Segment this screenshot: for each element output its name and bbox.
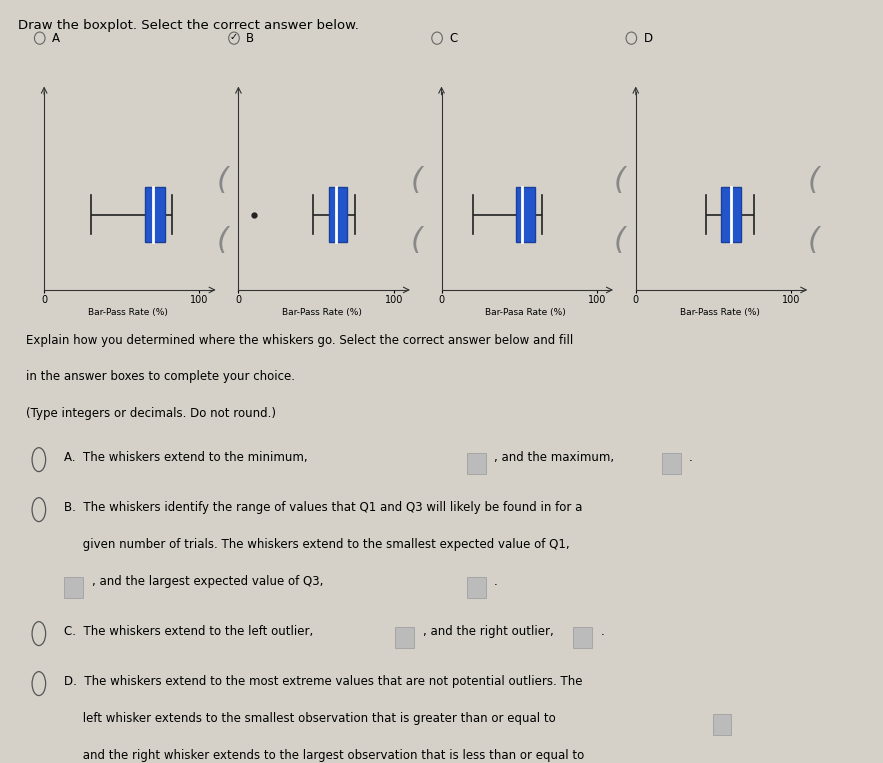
X-axis label: Bar-Pass Rate (%): Bar-Pass Rate (%) — [680, 308, 759, 317]
Bar — [662, 453, 681, 474]
Text: and the right whisker extends to the largest observation that is less than or eq: and the right whisker extends to the lar… — [64, 749, 585, 761]
Text: (Type integers or decimals. Do not round.): (Type integers or decimals. Do not round… — [26, 407, 276, 420]
Bar — [64, 577, 83, 598]
Bar — [467, 577, 486, 598]
Text: (: ( — [614, 166, 625, 195]
Text: A: A — [52, 31, 60, 45]
Text: , and the right outlier,: , and the right outlier, — [423, 625, 554, 638]
Text: given number of trials. The whiskers extend to the smallest expected value of Q1: given number of trials. The whiskers ext… — [64, 538, 570, 551]
Bar — [395, 627, 413, 648]
X-axis label: Bar-Pasa Rate (%): Bar-Pasa Rate (%) — [485, 308, 566, 317]
Text: in the answer boxes to complete your choice.: in the answer boxes to complete your cho… — [26, 371, 295, 384]
Text: D: D — [644, 31, 653, 45]
Text: .: . — [494, 575, 498, 588]
Text: A.  The whiskers extend to the minimum,: A. The whiskers extend to the minimum, — [64, 451, 308, 464]
Bar — [573, 627, 592, 648]
Text: .: . — [600, 625, 605, 638]
Bar — [145, 187, 165, 243]
Text: B: B — [246, 31, 254, 45]
Text: , and the maximum,: , and the maximum, — [494, 451, 615, 464]
Text: C.  The whiskers extend to the left outlier,: C. The whiskers extend to the left outli… — [64, 625, 313, 638]
Text: (: ( — [614, 226, 625, 255]
Text: (: ( — [216, 226, 228, 255]
Bar — [721, 187, 742, 243]
Text: (: ( — [216, 166, 228, 195]
Bar — [713, 714, 731, 735]
X-axis label: Bar-Pass Rate (%): Bar-Pass Rate (%) — [88, 308, 168, 317]
Bar — [516, 187, 535, 243]
Text: D.  The whiskers extend to the most extreme values that are not potential outlie: D. The whiskers extend to the most extre… — [64, 675, 583, 688]
Text: B.  The whiskers identify the range of values that Q1 and Q3 will likely be foun: B. The whiskers identify the range of va… — [64, 501, 583, 514]
Text: (: ( — [411, 166, 422, 195]
Text: (: ( — [808, 226, 819, 255]
Text: , and the largest expected value of Q3,: , and the largest expected value of Q3, — [92, 575, 324, 588]
Text: (: ( — [411, 226, 422, 255]
Text: Draw the boxplot. Select the correct answer below.: Draw the boxplot. Select the correct ans… — [18, 19, 358, 32]
Text: (: ( — [808, 166, 819, 195]
Bar — [467, 453, 486, 474]
Bar — [328, 187, 347, 243]
Text: ✓: ✓ — [229, 32, 238, 43]
X-axis label: Bar-Pass Rate (%): Bar-Pass Rate (%) — [283, 308, 362, 317]
Text: left whisker extends to the smallest observation that is greater than or equal t: left whisker extends to the smallest obs… — [64, 712, 556, 725]
Text: Explain how you determined where the whiskers go. Select the correct answer belo: Explain how you determined where the whi… — [26, 333, 573, 346]
Text: C: C — [449, 31, 457, 45]
Text: .: . — [689, 451, 693, 464]
